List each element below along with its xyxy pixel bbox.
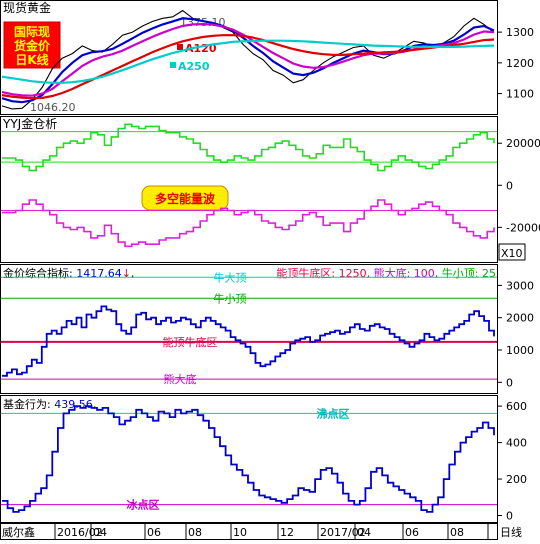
boil-label: 沸点区 bbox=[317, 406, 350, 420]
xaxis-label: 06 bbox=[405, 526, 419, 539]
composite-line bbox=[2, 305, 495, 377]
panel4-ytick-label: 0 bbox=[506, 510, 513, 523]
xaxis-label: 08 bbox=[450, 526, 464, 539]
xaxis-label: 06 bbox=[147, 526, 161, 539]
panel4-title: 基金行为: bbox=[3, 397, 54, 411]
low-price-label: 1046.20 bbox=[30, 101, 76, 114]
multiplier-label: X10 bbox=[501, 247, 523, 260]
ma250-label: A250 bbox=[178, 60, 210, 73]
panel2-ytick-label: 20000 bbox=[506, 137, 540, 150]
xaxis-label: 04 bbox=[93, 526, 107, 539]
param-bull-small: 牛小顶: 25 bbox=[438, 266, 496, 280]
panel1-ytick-label: 1200 bbox=[506, 57, 534, 70]
ma120-line bbox=[1, 34, 495, 100]
badge-line-2: 货金价 bbox=[14, 38, 51, 53]
badge-line-1: 国际现 bbox=[14, 25, 50, 39]
panel2-title: YYJ金仓析 bbox=[2, 116, 57, 131]
panel4-header: 基金行为: 439.56, bbox=[3, 397, 96, 411]
gold-badge: 国际现 货金价 日K线 bbox=[3, 21, 61, 69]
panel4-ytick-label: 200 bbox=[506, 473, 527, 486]
panel4-sep: , bbox=[93, 398, 97, 411]
ma250-line bbox=[1, 39, 495, 84]
panel3-frame bbox=[0, 264, 498, 394]
bull-top-line-label: 牛大顶 bbox=[214, 270, 247, 284]
panel3-header: 金价综合指标: 1417.64↓, bbox=[3, 266, 134, 280]
bull-small-top-line-label: 牛小顶 bbox=[214, 291, 247, 305]
xaxis-label: 12 bbox=[280, 526, 294, 539]
panel4-ytick-label: 600 bbox=[506, 400, 527, 413]
panel3-value: 1417.64 bbox=[76, 267, 122, 280]
fund-line bbox=[2, 405, 495, 513]
panel4-ytick-label: 400 bbox=[506, 437, 527, 450]
ma120-marker bbox=[177, 44, 183, 50]
price-line bbox=[1, 9, 495, 110]
down-arrow-icon: ↓ bbox=[122, 267, 131, 280]
panel3-title: 金价综合指标: bbox=[3, 266, 76, 280]
panel2-frame bbox=[0, 116, 498, 263]
yyj-positive-line bbox=[2, 123, 495, 172]
panel3-params: 能顶牛底区: 1250, 熊大底: 100, 牛小顶: 25 bbox=[276, 266, 496, 280]
panel2-ytick-label: 0 bbox=[506, 179, 513, 192]
param-bear: 熊大底: 100, bbox=[370, 266, 438, 280]
xaxis-label: 08 bbox=[188, 526, 202, 539]
multiplier-box bbox=[498, 243, 526, 261]
panel2-ytick-label: -20000 bbox=[506, 221, 540, 234]
period-label: 日线 bbox=[500, 525, 522, 539]
panel1-frame bbox=[0, 0, 498, 115]
zone-line-label: 能顶牛底区 bbox=[163, 335, 218, 349]
bear-bottom-line-label: 熊大底 bbox=[164, 372, 197, 386]
yyj-negative-line bbox=[2, 199, 495, 248]
panel1-ytick-label: 1300 bbox=[506, 26, 534, 39]
panel4-frame bbox=[0, 395, 498, 523]
panel3-ytick-label: 0 bbox=[506, 376, 513, 389]
xaxis-label: 10 bbox=[233, 526, 247, 539]
param-zone: 能顶牛底区: 1250, bbox=[276, 266, 370, 280]
panel3-sep: , bbox=[131, 267, 135, 280]
watermark-label: 威尔鑫 bbox=[2, 525, 35, 539]
energy-wave-label: 多空能量波 bbox=[155, 191, 216, 206]
xaxis-label: 2017/02 bbox=[320, 526, 366, 539]
xaxis-label: 04 bbox=[357, 526, 371, 539]
energy-wave-badge: 多空能量波 bbox=[141, 185, 229, 211]
panel1-title: 现货黄金 bbox=[3, 0, 51, 15]
ma250-marker bbox=[170, 62, 176, 68]
panel3-ytick-label: 1000 bbox=[506, 344, 534, 357]
panel1-ytick-label: 1100 bbox=[506, 88, 534, 101]
badge-line-3: 日K线 bbox=[15, 52, 48, 67]
ice-label: 冰点区 bbox=[127, 498, 160, 512]
panel3-ytick-label: 3000 bbox=[506, 279, 534, 292]
panel3-ytick-label: 2000 bbox=[506, 312, 534, 325]
